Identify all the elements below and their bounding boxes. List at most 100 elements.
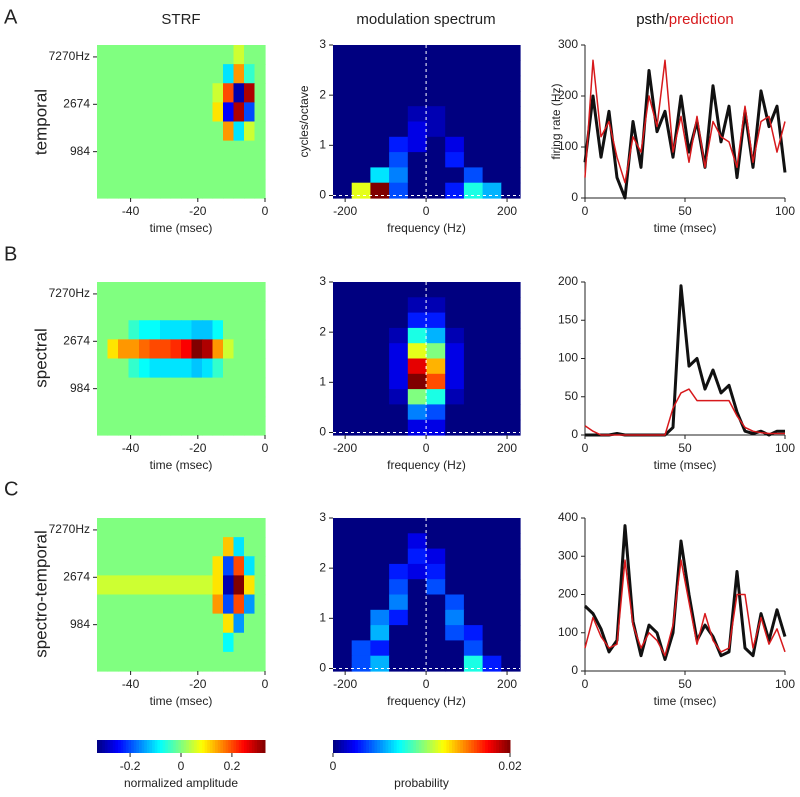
heatmap-cell [223,339,235,360]
title-separator: / [665,11,670,28]
heatmap-cell [254,140,266,161]
heatmap-cell [181,613,193,634]
heatmap-cell [333,518,353,534]
x-tick-label: 0 [423,677,430,691]
heatmap-cell [333,90,353,107]
heatmap-cell [107,556,119,576]
heatmap-cell [351,533,371,550]
heatmap-cell [407,182,428,199]
heatmap-cell [389,167,409,184]
x-tick-label: 200 [497,204,517,218]
heatmap-cell [170,159,182,180]
heatmap-cell [170,651,182,672]
heatmap-cell [107,613,119,634]
heatmap-cell [351,136,371,153]
heatmap-cell [445,106,465,123]
heatmap-cell [463,358,484,375]
heatmap-cell [149,121,161,142]
x-tick-label: 0 [582,441,589,455]
heatmap-cell [351,655,371,672]
heatmap-cell [181,339,193,360]
heatmap-cell [445,343,465,360]
colorbar-swatch [479,740,483,753]
heatmap-cell [181,632,193,653]
heatmap-cell [191,64,203,84]
heatmap-cell [160,83,172,103]
heatmap-cell [426,389,446,405]
heatmap-cell [118,140,130,161]
heatmap-cell [97,358,109,379]
row-letter: C [4,478,18,500]
heatmap-cell [389,312,409,329]
heatmap-cell [351,312,371,329]
heatmap-cell [463,121,484,138]
heatmap-cell [160,45,172,65]
heatmap-cell [351,182,371,199]
heatmap-cell [233,121,245,142]
heatmap-cell [501,389,521,405]
heatmap-cell [426,45,446,61]
heatmap-cell [107,178,119,199]
heatmap-cell [333,282,353,298]
heatmap-cell [407,640,428,657]
colorbar-swatch [504,740,508,753]
heatmap-cell [170,339,182,360]
heatmap-cell [407,75,428,92]
heatmap-cell [128,140,140,161]
heatmap-cell [445,594,465,611]
colorbar-swatch [228,740,232,753]
colorbar-swatch [449,740,453,753]
heatmap-cell [501,297,521,314]
heatmap-cell [118,159,130,180]
heatmap-cell [149,358,161,379]
heatmap-cell [254,83,266,103]
heatmap-cell [191,415,203,436]
heatmap-cell [482,45,502,61]
column-title: modulation spectrum [356,11,495,28]
y-tick-label: 0 [319,661,326,675]
heatmap-cell [501,312,521,329]
heatmap-cell [370,152,390,168]
colorbar-swatch [418,740,422,753]
heatmap-cell [501,90,521,107]
heatmap-cell [128,556,140,576]
x-axis-label: time (msec) [654,694,717,708]
heatmap-cell [426,548,446,565]
heatmap-cell [212,613,224,634]
heatmap-cell [107,282,119,302]
heatmap-cell [128,178,140,199]
heatmap-cell [351,625,371,641]
heatmap-cell [118,396,130,417]
heatmap-cell [370,389,390,405]
heatmap-cell [97,45,109,65]
row-letter: A [4,6,18,28]
heatmap-cell [389,45,409,61]
colorbar-swatch [254,740,258,753]
x-tick-label: -20 [189,204,207,218]
heatmap-cell [351,152,371,168]
colorbar-swatch [160,740,164,753]
heatmap-cell [233,140,245,161]
heatmap-cell [107,140,119,161]
heatmap-cell [97,301,109,321]
heatmap-cell [181,121,193,142]
heatmap-cell [389,75,409,92]
heatmap-cell [212,339,224,360]
heatmap-cell [482,182,502,199]
heatmap-cell [426,297,446,314]
x-tick-label: -200 [333,204,357,218]
heatmap-cell [426,419,446,436]
heatmap-cell [333,167,353,184]
heatmap-cell [426,60,446,77]
heatmap-cell [389,282,409,298]
heatmap-cell [170,518,182,538]
heatmap-cell [107,301,119,321]
heatmap-cell [191,537,203,557]
heatmap-cell [254,613,266,634]
series-line [584,388,785,436]
heatmap-cell [445,182,465,199]
heatmap-cell [233,320,245,340]
heatmap-cell [445,167,465,184]
heatmap-cell [501,640,521,657]
heatmap-cell [233,282,245,302]
